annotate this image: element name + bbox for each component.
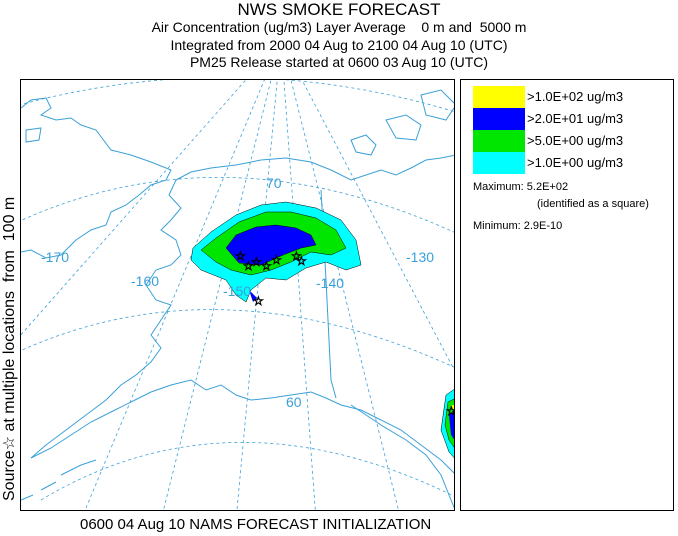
source-star: ☆ <box>253 294 264 308</box>
source-side-label: Source☆ at multiple locations from 100 m <box>1 196 18 501</box>
source-star: ☆ <box>261 259 272 273</box>
legend-item: >1.0E+00 ug/m3 <box>473 152 673 174</box>
source-star: ☆ <box>251 255 262 269</box>
lon-label-140: -140 <box>316 275 344 291</box>
lat-line-70 <box>21 176 454 233</box>
aleutian-islands <box>21 459 97 501</box>
legend-label: >2.0E+01 ug/m3 <box>527 111 624 126</box>
legend-panel: >1.0E+02 ug/m3 >2.0E+01 ug/m3 >5.0E+00 u… <box>460 79 674 511</box>
source-star: ☆ <box>446 404 455 418</box>
legend-item: >1.0E+02 ug/m3 <box>473 86 673 108</box>
lat-label-60: 60 <box>286 394 302 410</box>
plume-level-2 <box>225 224 317 266</box>
arctic-island-2 <box>385 114 422 141</box>
lon-line-160 <box>163 80 272 510</box>
title-line-4: PM25 Release started at 0600 03 Aug 10 (… <box>189 54 489 70</box>
title-line-1: NWS SMOKE FORECAST <box>237 0 441 19</box>
alaska-map: ☆ ☆ ☆ ☆ ☆ ☆ ☆ ☆ ☆ -170 -160 -150 -140 -1… <box>21 80 455 510</box>
wrangel-island <box>25 127 42 143</box>
lat-line-60-upper <box>21 309 454 368</box>
title-line-3: Integrated from 2000 04 Aug to 2100 04 A… <box>170 37 508 53</box>
legend-swatch-blue <box>473 108 525 130</box>
legend-item: >2.0E+01 ug/m3 <box>473 108 673 130</box>
coastlines <box>21 89 454 509</box>
plume-tail <box>249 290 257 302</box>
lon-label-130: -130 <box>406 249 434 265</box>
lon-line-130 <box>290 80 399 510</box>
title-line-2: Air Concentration (ug/m3) Layer Average … <box>151 19 527 35</box>
lon-line-140 <box>283 80 316 510</box>
smoke-plume <box>190 201 454 459</box>
source-markers: ☆ ☆ ☆ ☆ ☆ ☆ ☆ ☆ ☆ <box>235 249 455 419</box>
legend-minimum: Minimum: 2.9E-10 <box>473 220 563 232</box>
lon-label-150: -150 <box>223 283 251 299</box>
source-star: ☆ <box>243 259 254 273</box>
lon-line-170 <box>84 80 265 510</box>
alaska-south-coast <box>30 379 454 474</box>
source-star: ☆ <box>271 253 282 267</box>
lat-label-70: 70 <box>266 175 282 191</box>
legend-item: >5.0E+00 ug/m3 <box>473 130 673 152</box>
legend-swatch-yellow <box>473 86 525 108</box>
legend-label: >1.0E+00 ug/m3 <box>527 155 624 170</box>
legend-maximum-note: (identified as a square) <box>537 198 649 210</box>
graticule-labels: -170 -160 -150 -140 -130 70 60 <box>41 175 434 410</box>
lon-label-170: -170 <box>41 249 69 265</box>
legend-maximum: Maximum: 5.2E+02 <box>473 181 569 193</box>
source-star: ☆ <box>235 249 246 263</box>
maximum-square <box>451 405 454 409</box>
forecast-init-footer: 0600 04 Aug 10 NAMS FORECAST INITIALIZAT… <box>80 516 432 533</box>
alaska-west-coast <box>30 179 182 459</box>
legend-swatch-green <box>473 130 525 152</box>
source-star: ☆ <box>291 249 302 263</box>
legend-label: >1.0E+02 ug/m3 <box>527 89 624 104</box>
source-star: ☆ <box>296 254 307 268</box>
graticule <box>21 80 454 510</box>
legend-swatch-cyan <box>473 152 525 174</box>
lat-line-80 <box>21 80 454 112</box>
alaska-arctic-coast <box>175 154 454 181</box>
lon-label-160: -160 <box>131 273 159 289</box>
map-panel: ☆ ☆ ☆ ☆ ☆ ☆ ☆ ☆ ☆ -170 -160 -150 -140 -1… <box>20 79 455 511</box>
arctic-island-3 <box>420 89 454 121</box>
plume-se-level-2 <box>449 411 454 440</box>
lat-line-60 <box>40 442 454 501</box>
siberia-coast <box>21 97 172 259</box>
legend-label: >5.0E+00 ug/m3 <box>527 133 624 148</box>
arctic-island-1 <box>350 134 377 156</box>
alaska-panhandle <box>350 404 454 509</box>
